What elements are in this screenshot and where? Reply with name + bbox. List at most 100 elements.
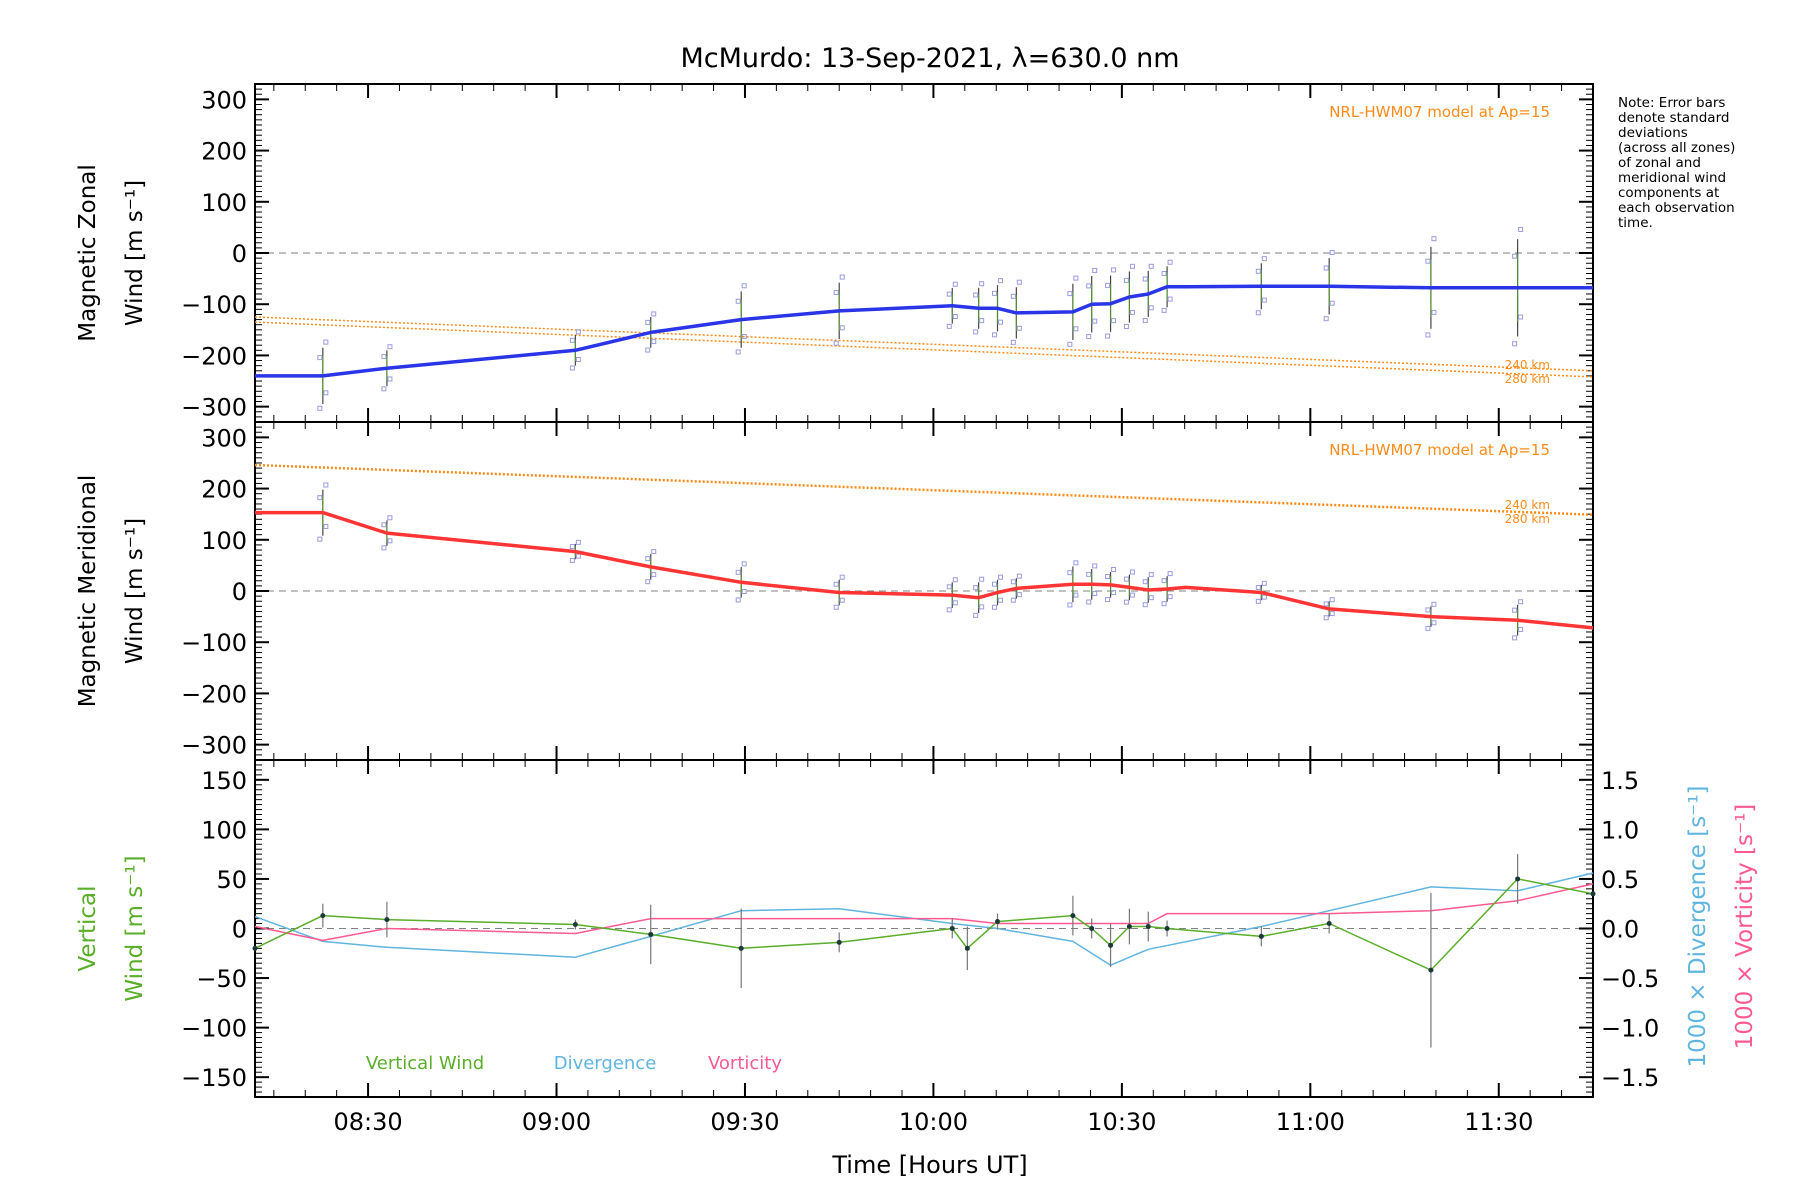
wind-series-line [255, 284, 1593, 378]
zone-marker [569, 337, 575, 343]
zone-marker [569, 365, 575, 371]
zone-marker [1329, 611, 1335, 617]
zone-marker [946, 584, 952, 590]
y-tick-label: 150 [201, 767, 247, 795]
vertical-wind-point [1164, 926, 1170, 931]
y2-tick-label: −0.5 [1601, 965, 1659, 993]
zone-marker [317, 355, 323, 361]
note-line: each observation [1618, 200, 1735, 216]
zone-marker [1129, 592, 1135, 598]
vertical-wind-point [994, 919, 1000, 925]
y2-axis-label-divergence: 1000 × Divergence [s⁻¹] [1685, 785, 1711, 1067]
y-tick-label: 200 [201, 138, 247, 166]
zone-marker [1512, 635, 1518, 641]
zone-marker [569, 557, 575, 563]
zone-marker [651, 311, 657, 317]
zone-marker [1142, 579, 1148, 585]
zone-marker [387, 344, 393, 350]
x-tick-label: 08:30 [333, 1108, 402, 1136]
zone-marker [1161, 601, 1167, 607]
vertical-wind-point [384, 917, 390, 923]
note-line: (across all zones) [1618, 140, 1736, 156]
y2-tick-label: −1.0 [1601, 1015, 1659, 1043]
zone-marker [1111, 566, 1117, 572]
zone-marker [1148, 572, 1154, 578]
vertical-wind-point [1428, 967, 1434, 973]
zone-marker [997, 574, 1003, 580]
zone-marker [1431, 620, 1437, 626]
zone-marker [569, 544, 575, 550]
x-axis-label: Time [Hours UT] [831, 1151, 1027, 1179]
chart-title: McMurdo: 13-Sep-2021, λ=630.0 nm [680, 43, 1179, 74]
note-line: Note: Error bars [1618, 95, 1726, 111]
zone-marker [741, 561, 747, 567]
model-label: NRL-HWM07 model at Ap=15 [1329, 103, 1550, 121]
zone-marker [1518, 314, 1524, 320]
zone-marker [1142, 602, 1148, 608]
vorticity-line [254, 883, 1594, 942]
model-line [254, 464, 1594, 516]
zone-marker [323, 482, 329, 488]
zone-marker [1512, 341, 1518, 347]
zone-marker [1329, 597, 1335, 603]
note-line: of zonal and [1618, 155, 1701, 171]
vertical-wind-point [1590, 891, 1596, 897]
zone-marker [1010, 339, 1016, 345]
zone-marker [1148, 263, 1154, 269]
x-tick-label: 10:00 [899, 1108, 968, 1136]
zone-marker [1129, 263, 1135, 269]
y-tick-label: 100 [201, 816, 247, 844]
zone-marker [973, 612, 979, 618]
zone-marker [833, 340, 839, 346]
y-tick-label: −50 [196, 965, 247, 993]
zone-marker [1129, 309, 1135, 315]
zone-marker [1255, 268, 1261, 274]
zone-marker [1010, 293, 1016, 299]
x-tick-label: 09:30 [710, 1108, 779, 1136]
wind-series-line [255, 510, 1594, 630]
zone-marker [839, 325, 845, 331]
zone-marker [1092, 318, 1098, 324]
zone-marker [952, 600, 958, 606]
zone-marker [1016, 592, 1022, 598]
zone-marker [1323, 615, 1329, 621]
zone-marker [1261, 594, 1267, 600]
zone-marker [1425, 258, 1431, 264]
x-tick-label: 11:30 [1464, 1108, 1533, 1136]
zone-marker [979, 604, 985, 610]
model-label: NRL-HWM07 model at Ap=15 [1329, 441, 1550, 459]
note-line: time. [1618, 215, 1653, 231]
y-tick-label: 50 [216, 866, 247, 894]
zone-marker [1167, 594, 1173, 600]
zone-marker [1016, 573, 1022, 579]
zone-marker [1518, 626, 1524, 632]
zone-marker [839, 597, 845, 603]
zone-marker [1086, 599, 1092, 605]
zone-marker [645, 579, 651, 585]
zone-marker [1123, 277, 1129, 283]
zone-marker [1255, 585, 1261, 591]
vertical-wind-point [572, 922, 578, 928]
zone-marker [1518, 226, 1524, 232]
zone-marker [1105, 333, 1111, 339]
zone-marker [1016, 279, 1022, 285]
zone-marker [979, 281, 985, 287]
zone-marker [1167, 259, 1173, 265]
zone-marker [381, 386, 387, 392]
plot-frame-zonal [254, 83, 1594, 423]
y-tick-label: −100 [181, 629, 247, 657]
zone-marker [1329, 249, 1335, 255]
zone-marker [1148, 595, 1154, 601]
vertical-wind-point [1126, 924, 1132, 930]
zone-marker [1255, 598, 1261, 604]
zone-marker [1073, 326, 1079, 332]
model-line [254, 463, 1594, 515]
zone-marker [387, 538, 393, 544]
y-tick-label: 300 [201, 424, 247, 452]
y-tick-label: 300 [201, 86, 247, 114]
zone-marker [952, 314, 958, 320]
zone-marker [1512, 253, 1518, 259]
note-line: deviations [1618, 125, 1688, 141]
zone-marker [1425, 625, 1431, 631]
y-axis-label: Magnetic Meridional [75, 475, 101, 708]
